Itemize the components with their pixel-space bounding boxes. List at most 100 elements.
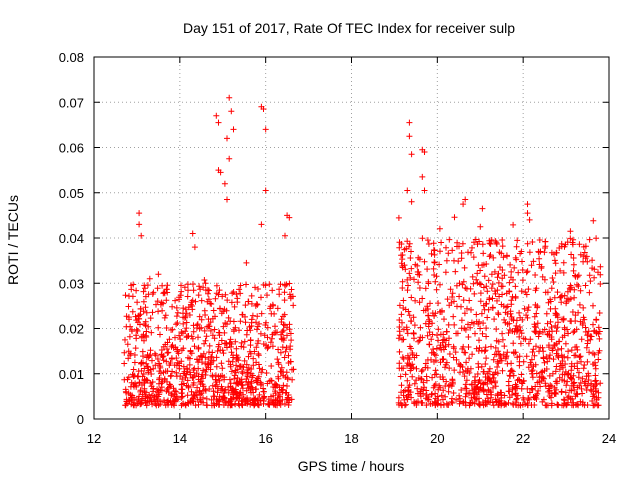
data-point	[534, 390, 541, 397]
data-point	[580, 304, 587, 311]
data-point	[191, 365, 198, 372]
data-point	[586, 236, 593, 243]
data-point	[431, 272, 438, 278]
data-point	[432, 402, 439, 409]
data-point	[502, 355, 509, 362]
data-point	[131, 359, 138, 366]
data-point	[562, 340, 569, 347]
data-point	[200, 284, 207, 291]
data-point	[568, 347, 575, 354]
data-point	[234, 355, 241, 362]
data-point	[431, 259, 438, 266]
data-point	[179, 393, 186, 400]
data-point	[179, 330, 186, 337]
data-point	[278, 386, 285, 393]
data-point	[490, 384, 496, 391]
data-point	[245, 364, 252, 371]
data-point	[578, 358, 584, 365]
data-point	[584, 332, 591, 338]
data-point	[244, 381, 251, 388]
data-point	[592, 365, 599, 372]
data-point	[556, 366, 563, 373]
data-point	[224, 321, 230, 328]
data-point	[427, 300, 433, 307]
data-point	[126, 316, 132, 323]
data-point	[287, 330, 294, 337]
data-point	[254, 313, 261, 320]
data-point	[465, 390, 472, 397]
data-point	[570, 261, 577, 268]
data-point	[140, 298, 147, 305]
data-point	[215, 329, 222, 336]
data-point	[437, 384, 444, 391]
data-point	[190, 287, 197, 294]
data-point	[549, 275, 556, 281]
data-point	[597, 263, 604, 270]
x-tick-label: 20	[430, 431, 444, 446]
data-point	[215, 119, 222, 126]
data-point	[202, 337, 209, 344]
data-point	[243, 281, 249, 288]
data-point	[579, 401, 586, 408]
data-point	[232, 324, 239, 331]
data-point	[412, 297, 419, 304]
data-point	[548, 285, 555, 292]
data-point	[433, 286, 440, 293]
data-point	[180, 345, 187, 352]
data-point	[237, 290, 244, 297]
data-point	[497, 352, 504, 359]
data-point	[446, 351, 453, 357]
data-point	[138, 360, 145, 366]
data-point	[480, 320, 487, 327]
data-point	[238, 339, 245, 346]
data-point	[212, 295, 219, 302]
data-point	[147, 366, 154, 373]
y-tick-label: 0.04	[59, 231, 84, 246]
data-point	[141, 377, 148, 384]
data-point	[201, 277, 208, 283]
data-point	[508, 314, 515, 320]
data-point	[465, 249, 471, 256]
data-point	[275, 375, 282, 382]
data-point	[434, 332, 440, 339]
data-point	[251, 348, 258, 355]
data-point	[248, 323, 255, 329]
data-point	[496, 293, 503, 300]
chart-title: Day 151 of 2017, Rate Of TEC Index for r…	[183, 20, 515, 36]
data-point	[568, 387, 575, 394]
data-point	[404, 396, 411, 403]
data-point	[530, 346, 537, 353]
data-point	[231, 375, 238, 382]
data-point	[488, 285, 495, 292]
data-point	[159, 307, 166, 314]
data-point	[155, 308, 162, 315]
data-point	[209, 373, 216, 380]
data-point	[468, 306, 474, 313]
data-point	[469, 273, 476, 280]
data-point	[437, 281, 443, 288]
data-point	[125, 355, 132, 362]
data-point	[195, 401, 202, 408]
data-point	[169, 342, 176, 349]
data-point	[544, 289, 551, 296]
data-point	[267, 339, 274, 346]
data-point	[463, 377, 470, 384]
data-point	[483, 391, 490, 398]
data-point	[508, 360, 515, 367]
data-point	[561, 332, 568, 339]
data-point	[190, 322, 197, 329]
data-point	[467, 324, 474, 331]
data-point	[145, 323, 152, 330]
data-point	[513, 322, 520, 329]
data-point	[241, 338, 248, 345]
data-point	[487, 252, 494, 258]
data-point	[516, 309, 523, 316]
data-point	[122, 336, 128, 343]
data-point	[565, 330, 572, 337]
data-point	[212, 372, 219, 379]
data-point	[595, 349, 602, 356]
data-point	[408, 394, 415, 401]
data-point	[590, 321, 596, 328]
data-point	[202, 287, 209, 294]
data-point	[278, 364, 285, 371]
